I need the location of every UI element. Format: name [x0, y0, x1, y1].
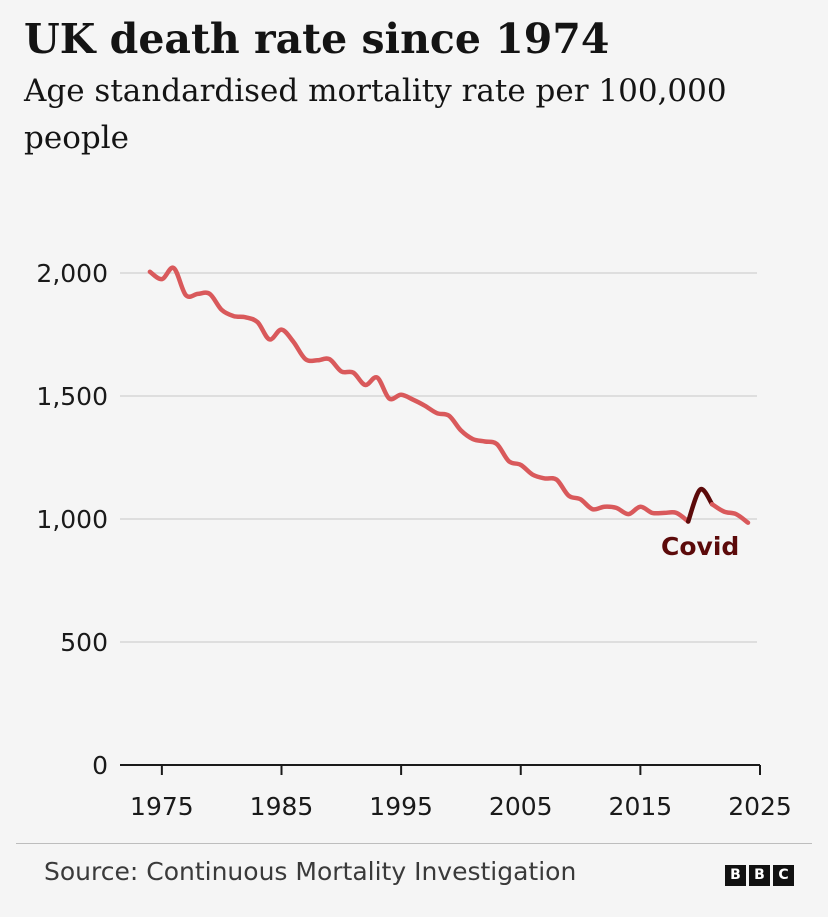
x-tick-label: 1985: [250, 792, 314, 821]
bbc-logo-letter: C: [773, 865, 794, 886]
y-tick-label: 0: [92, 751, 108, 780]
x-tick-label: 2025: [728, 792, 792, 821]
series-lines: [147, 265, 751, 525]
chart-title: UK death rate since 1974: [24, 15, 610, 63]
bbc-logo-letter: B: [725, 865, 746, 886]
footer-divider: [16, 843, 812, 844]
bbc-logo: B B C: [725, 865, 794, 886]
y-tick-label: 500: [60, 628, 108, 657]
x-tick-label: 2005: [489, 792, 553, 821]
covid-annotation: Covid: [661, 532, 739, 561]
mortality-series-line: [709, 501, 751, 525]
x-tick-label: 1995: [369, 792, 433, 821]
y-tick-label: 1,000: [36, 505, 108, 534]
axes: [120, 764, 761, 775]
x-tick-label: 2015: [609, 792, 673, 821]
chart-subtitle: Age standardised mortality rate per 100,…: [24, 73, 727, 156]
tick-labels: 0 500 1,000 1,500 2,000 1975 1985 1995 2005 2015 2…: [36, 259, 791, 821]
covid-series-line: [685, 486, 715, 524]
mortality-series-line: [147, 265, 691, 524]
bbc-logo-letter: B: [749, 865, 770, 886]
source-note: Source: Continuous Mortality Investigati…: [44, 857, 577, 886]
y-tick-label: 1,500: [36, 382, 108, 411]
gridlines: [120, 272, 757, 643]
line-chart: 0 500 1,000 1,500 2,000 1975 1985 1995 2005 2015 2…: [36, 259, 791, 821]
y-tick-label: 2,000: [36, 259, 108, 288]
x-tick-label: 1975: [130, 792, 194, 821]
